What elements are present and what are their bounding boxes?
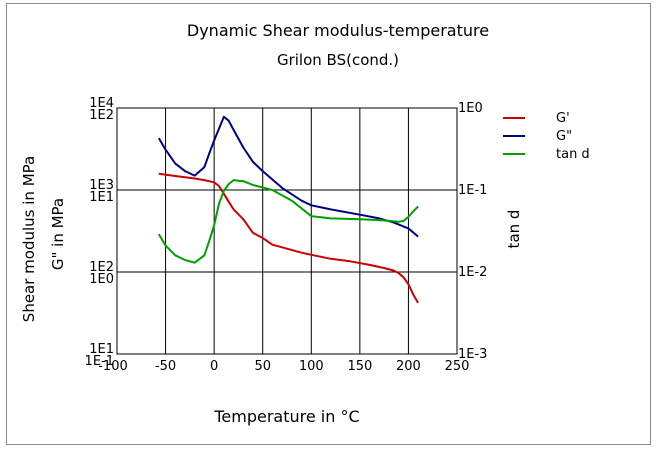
y-tick-label-outer: 1E3 — [89, 178, 114, 193]
x-tick-label: 250 — [445, 359, 470, 374]
y-axis-label-outer: Shear modulus in MPa — [20, 156, 38, 322]
x-tick-label: -100 — [98, 359, 128, 374]
y-tick-label-outer: 1E1 — [89, 342, 114, 357]
y-axis-label-inner: G" in MPa — [49, 198, 67, 270]
chart-title: Dynamic Shear modulus-temperature — [187, 21, 489, 40]
x-tick-label: -50 — [155, 359, 176, 374]
series-line-2 — [157, 115, 419, 238]
series-line-3 — [157, 179, 419, 264]
y-tick-label-right: 1E-1 — [458, 183, 487, 198]
grid — [117, 108, 457, 354]
series-lines — [157, 115, 419, 304]
x-tick-label: 200 — [396, 359, 421, 374]
shear-modulus-chart: Dynamic Shear modulus-temperature Grilon… — [20, 21, 590, 426]
y-tick-label-inner: 1E-1 — [85, 354, 114, 369]
y-tick-label-inner: 1E0 — [89, 272, 114, 287]
series-line-1 — [158, 172, 419, 304]
x-tick-label: 100 — [299, 359, 324, 374]
y-tick-label-outer: 1E4 — [89, 96, 114, 111]
y-tick-label-inner: 1E1 — [89, 190, 114, 205]
y-tick-label-right: 1E-3 — [458, 347, 487, 362]
y-axis-label-right: tan d — [505, 210, 523, 249]
chart-subtitle: Grilon BS(cond.) — [277, 51, 399, 69]
legend-label: G" — [556, 129, 572, 144]
y-tick-label-right: 1E-2 — [458, 265, 487, 280]
x-axis-label: Temperature in °C — [213, 407, 359, 426]
y-tick-label-inner: 1E2 — [89, 108, 114, 123]
x-tick-label: 50 — [254, 359, 271, 374]
y-tick-label-outer: 1E2 — [89, 260, 114, 275]
x-tick-label: 150 — [347, 359, 372, 374]
chart-frame: Dynamic Shear modulus-temperature Grilon… — [6, 3, 651, 445]
y-tick-label-right: 1E0 — [458, 101, 483, 116]
legend-label: tan d — [556, 147, 590, 162]
plot-area-border — [116, 107, 458, 355]
legend-label: G' — [556, 111, 570, 126]
x-tick-label: 0 — [210, 359, 218, 374]
legend: G' G" tan d — [503, 111, 590, 162]
